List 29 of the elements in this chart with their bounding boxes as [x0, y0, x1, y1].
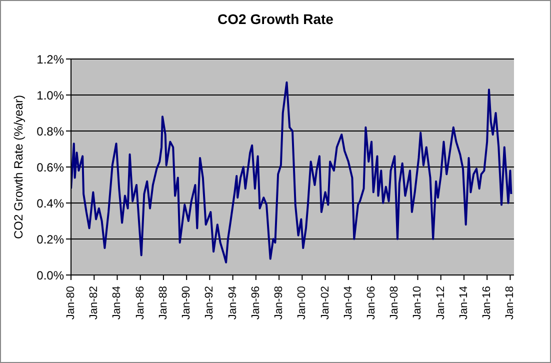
x-tick-label: Jan-84	[111, 286, 124, 320]
y-tick-label: 0.4%	[36, 196, 64, 210]
x-tick-label: Jan-06	[366, 286, 378, 320]
x-tick-label: Jan-90	[180, 286, 193, 320]
x-tick-label: Jan-10	[412, 286, 424, 320]
chart-title: CO2 Growth Rate	[216, 11, 334, 27]
x-tick-label: Jan-92	[204, 286, 216, 320]
x-tick-label: Jan-88	[157, 286, 170, 320]
x-tick-label: Jan-82	[88, 286, 100, 320]
x-tick-label: Jan-86	[134, 286, 146, 320]
x-tick-label: Jan-14	[458, 286, 470, 320]
x-tick-label: Jan-04	[342, 286, 354, 320]
x-tick-label: Jan-16	[481, 286, 494, 320]
y-tick-label: 1.0%	[36, 88, 64, 102]
x-tick-label: Jan-98	[273, 286, 286, 320]
x-tick-label: Jan-18	[504, 286, 516, 320]
x-tick-label: Jan-96	[250, 286, 262, 320]
y-axis-title: CO2 Growth Rate (%/year)	[11, 94, 26, 240]
x-tick-label: Jan-08	[388, 286, 401, 320]
x-tick-label: Jan-94	[226, 286, 239, 320]
x-tick-label: Jan-00	[296, 286, 308, 320]
y-tick-label: 1.2%	[36, 52, 64, 66]
y-tick-label: 0.0%	[36, 268, 64, 282]
x-tick-label: Jan-12	[434, 286, 447, 320]
y-tick-label: 0.2%	[36, 232, 64, 246]
y-tick-label: 0.8%	[36, 124, 64, 138]
x-tick-label: Jan-80	[65, 286, 77, 320]
x-tick-label: Jan-02	[319, 286, 332, 320]
y-tick-label: 0.6%	[36, 160, 64, 174]
